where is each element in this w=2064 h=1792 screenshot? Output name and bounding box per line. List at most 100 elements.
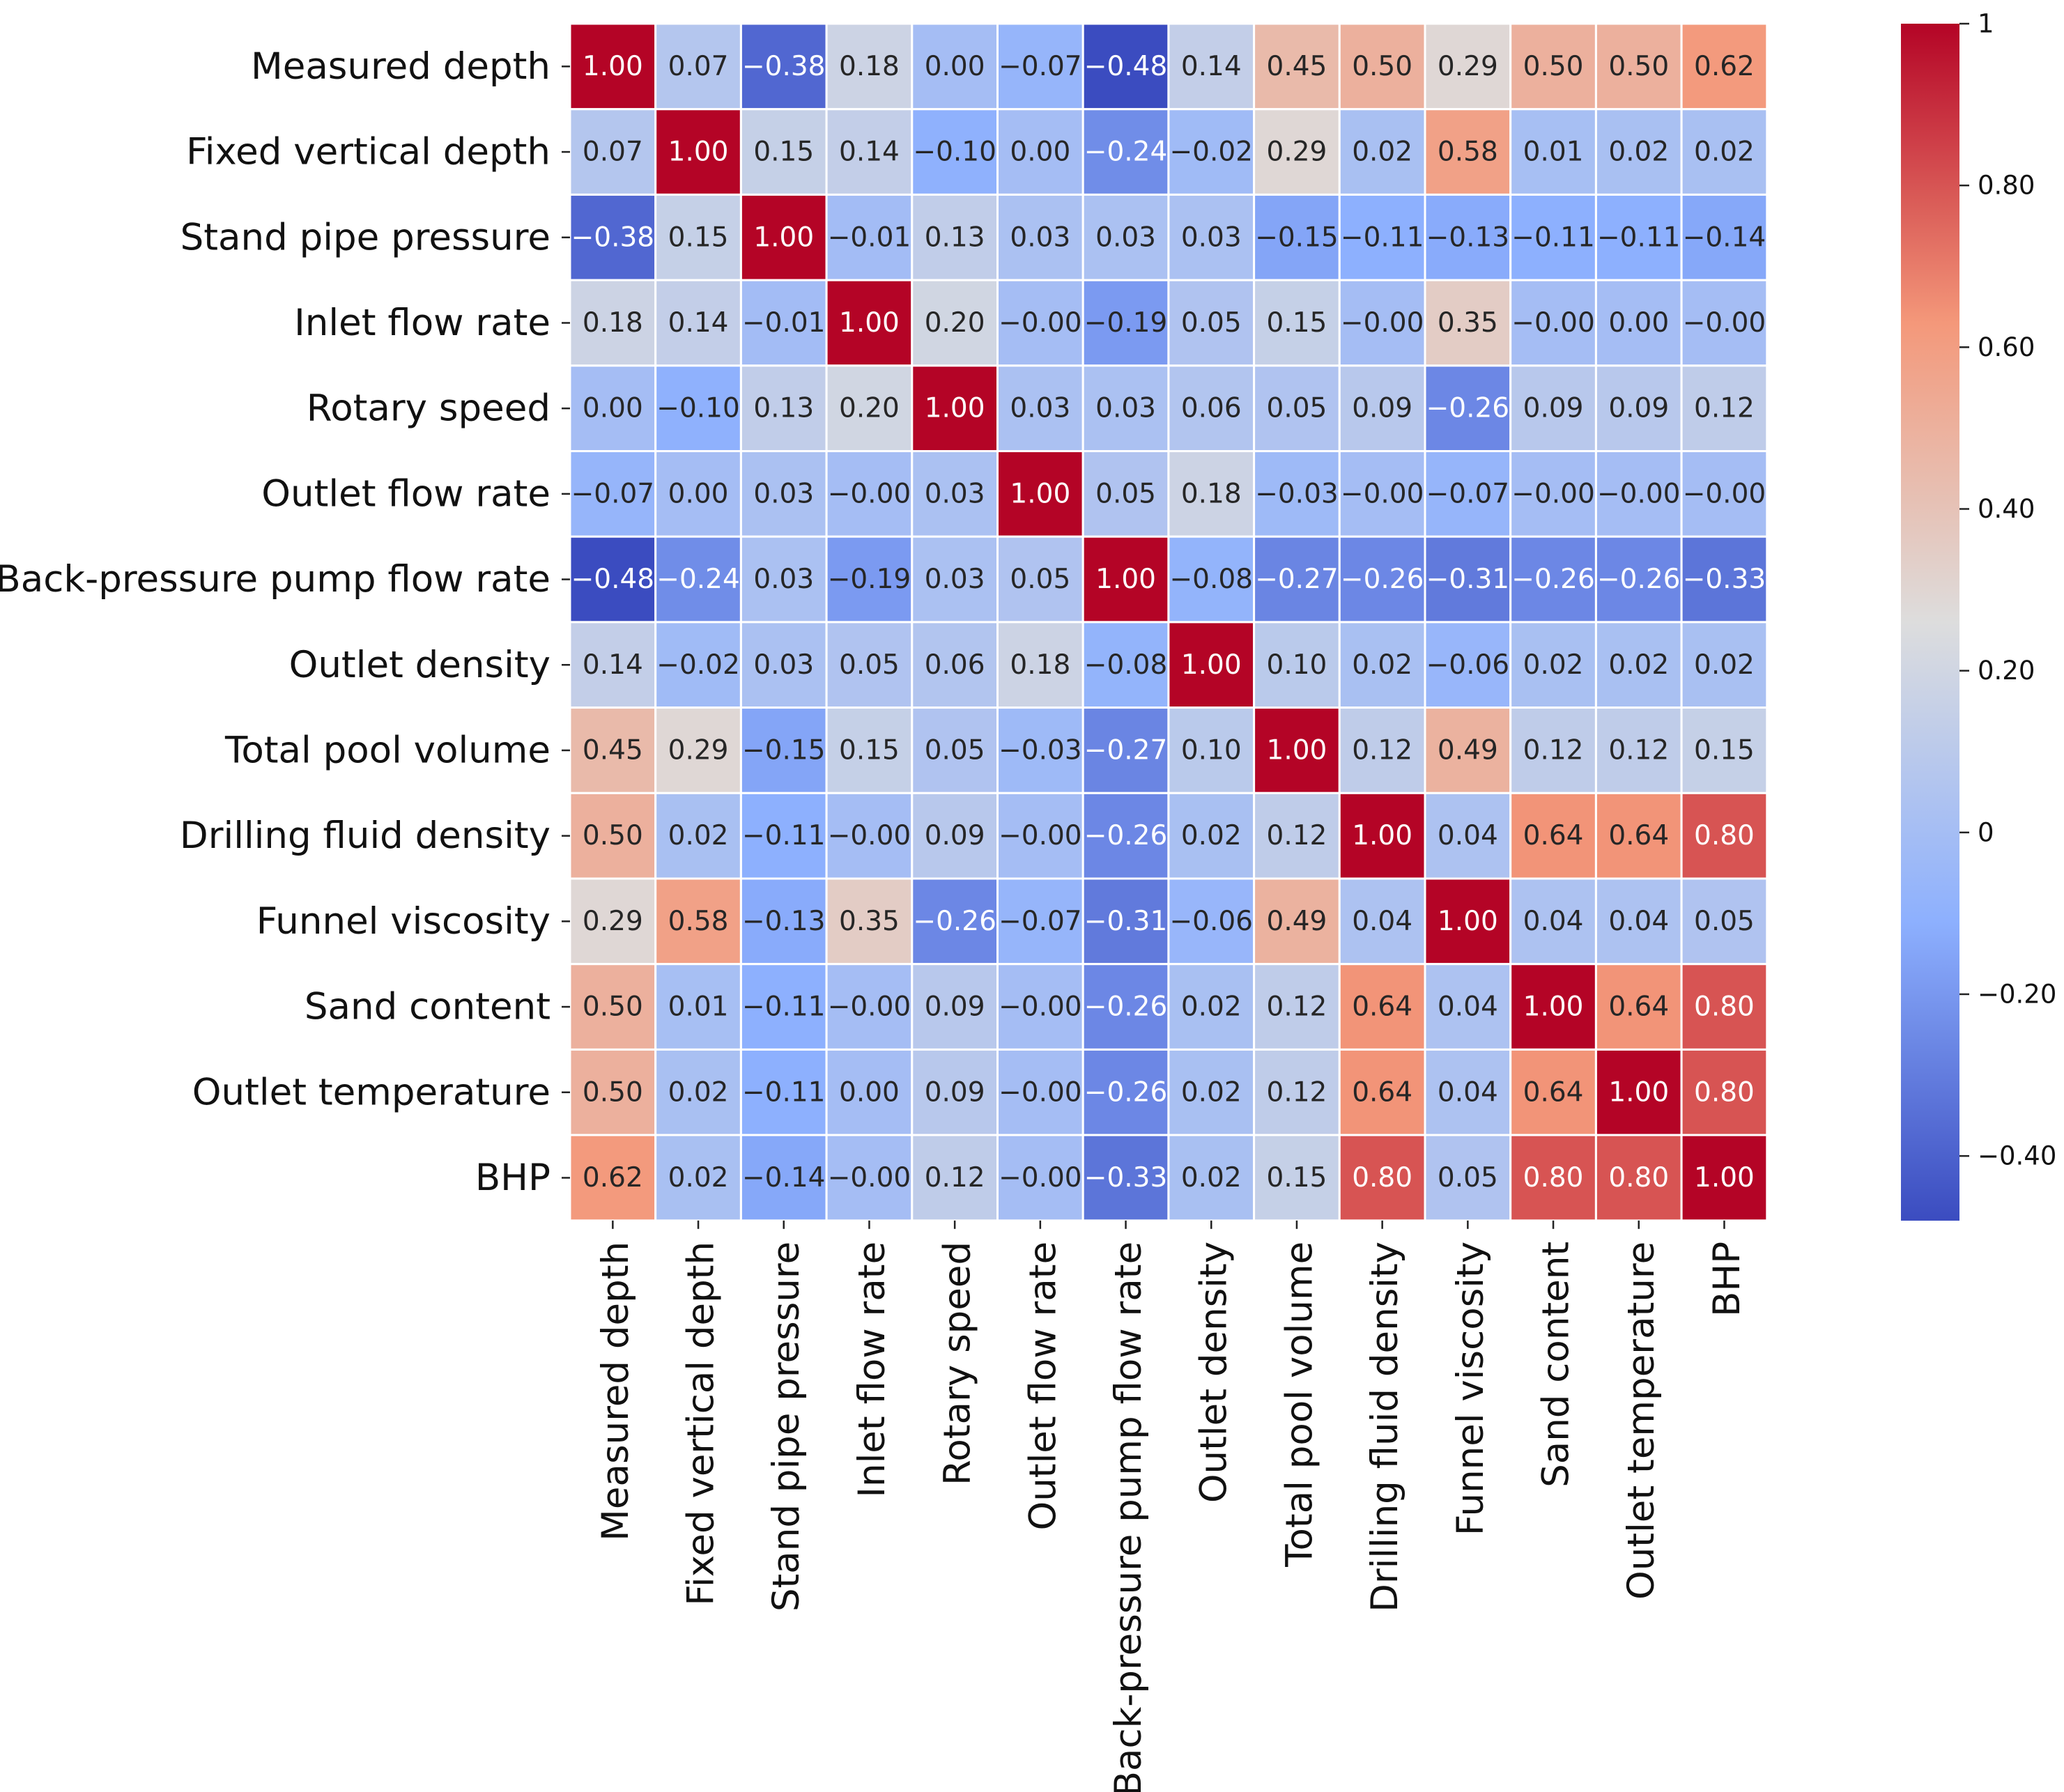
- heatmap-cell: [1253, 706, 1341, 794]
- heatmap-cell: [1680, 22, 1769, 111]
- heatmap-cell-value: 0.49: [1267, 906, 1327, 937]
- heatmap-cell: [569, 1134, 657, 1222]
- row-label: Outlet flow rate: [261, 472, 550, 515]
- row-label: Rotary speed: [307, 387, 550, 430]
- heatmap-cell-value: 0.58: [668, 906, 729, 937]
- heatmap-cell: [825, 108, 914, 196]
- heatmap-cell-value: 0.10: [1267, 649, 1327, 681]
- heatmap-cell-value: −0.48: [571, 564, 655, 595]
- heatmap-cell-value: 1.00: [1095, 564, 1156, 595]
- heatmap-cell-value: 0.05: [925, 734, 985, 766]
- heatmap-cell: [1594, 279, 1683, 367]
- heatmap-cell: [1253, 22, 1341, 111]
- heatmap-cell-value: −0.15: [742, 734, 826, 766]
- colorbar-tick-label: 0.60: [1978, 332, 2035, 362]
- heatmap-cell-value: −0.00: [999, 820, 1082, 851]
- heatmap-cell: [739, 621, 828, 709]
- heatmap-cell-value: −0.00: [1683, 307, 1766, 339]
- heatmap-cell-value: −0.38: [742, 51, 826, 82]
- heatmap-cell-value: 0.45: [583, 734, 643, 766]
- heatmap-cell: [996, 791, 1084, 880]
- heatmap-cell: [1167, 1134, 1256, 1222]
- heatmap-cell-value: 0.14: [1181, 51, 1242, 82]
- heatmap-cell-value: 0.64: [1352, 1076, 1412, 1108]
- heatmap-cell: [1167, 279, 1256, 367]
- heatmap-cell-value: 0.18: [1010, 649, 1070, 681]
- heatmap-cell-value: 0.29: [583, 906, 643, 937]
- heatmap-cell-value: 0.00: [925, 51, 985, 82]
- heatmap-cell: [654, 1134, 742, 1222]
- heatmap-cell: [1081, 1134, 1170, 1222]
- heatmap-cell-value: 0.64: [1608, 820, 1669, 851]
- heatmap-cell-value: 0.09: [925, 991, 985, 1023]
- heatmap-cell-value: 1.00: [1181, 649, 1242, 681]
- heatmap-cell: [654, 450, 742, 538]
- heatmap-cell-value: −0.48: [1084, 51, 1168, 82]
- heatmap-cell-value: 0.01: [1523, 137, 1584, 168]
- heatmap-cell: [739, 108, 828, 196]
- heatmap-cell-value: 0.20: [839, 393, 900, 424]
- heatmap-cell: [825, 279, 914, 367]
- heatmap-cell-value: 0.14: [839, 137, 900, 168]
- heatmap-cell-value: −0.11: [742, 991, 826, 1023]
- heatmap-cell-value: −0.38: [571, 222, 655, 253]
- heatmap-cell-value: 0.02: [1181, 1076, 1242, 1108]
- heatmap-cell-value: 0.62: [583, 1162, 643, 1194]
- heatmap-cell: [654, 706, 742, 794]
- heatmap-cell: [654, 621, 742, 709]
- heatmap-cell-value: 0.03: [925, 564, 985, 595]
- heatmap-cell-value: 0.02: [1352, 137, 1412, 168]
- heatmap-cell-value: 1.00: [1694, 1162, 1755, 1194]
- heatmap-cell: [1424, 193, 1512, 281]
- heatmap-cell-value: 0.80: [1608, 1162, 1669, 1194]
- heatmap-cell-value: −0.00: [828, 991, 911, 1023]
- heatmap-cell-value: 0.80: [1523, 1162, 1584, 1194]
- row-label: Fixed vertical depth: [186, 131, 550, 173]
- heatmap-cell: [1594, 963, 1683, 1051]
- heatmap-cell-value: 0.62: [1694, 51, 1755, 82]
- heatmap-cell-value: 0.00: [583, 393, 643, 424]
- heatmap-cell: [1253, 364, 1341, 452]
- heatmap-cell-value: 0.03: [753, 564, 814, 595]
- heatmap-cell-value: 0.80: [1694, 820, 1755, 851]
- heatmap-cell: [1680, 279, 1769, 367]
- heatmap-cell-value: 0.00: [839, 1076, 900, 1108]
- colorbar-tick-label: 0.20: [1978, 656, 2035, 686]
- heatmap-cell-value: 0.00: [1608, 307, 1669, 339]
- colorbar-tick-label: −0.40: [1978, 1141, 2056, 1171]
- heatmap-cell-value: 0.06: [1181, 393, 1242, 424]
- heatmap-cell-value: 0.64: [1523, 820, 1584, 851]
- heatmap-cell: [654, 535, 742, 624]
- heatmap-cell: [654, 108, 742, 196]
- heatmap-cell-value: 0.12: [1523, 734, 1584, 766]
- heatmap-cell-value: −0.26: [1084, 820, 1168, 851]
- heatmap-cell-value: −0.00: [1341, 307, 1424, 339]
- heatmap-cell-value: −0.14: [742, 1162, 826, 1194]
- column-label: Fixed vertical depth: [680, 1242, 723, 1606]
- heatmap-cell-value: 0.35: [1438, 307, 1498, 339]
- heatmap-cell-value: −0.19: [828, 564, 911, 595]
- column-label: Outlet flow rate: [1022, 1242, 1064, 1531]
- heatmap-cell: [1081, 108, 1170, 196]
- heatmap-cell-value: −0.24: [1084, 137, 1168, 168]
- heatmap-cell-value: 0.05: [1095, 478, 1156, 509]
- heatmap-cell-value: −0.00: [1597, 478, 1681, 509]
- y-axis-tick-labels: Measured depth Fixed vertical depth Stand …: [0, 45, 570, 1199]
- heatmap-cell: [1680, 108, 1769, 196]
- heatmap-cell-value: −0.31: [1084, 906, 1168, 937]
- heatmap-cell: [1338, 1134, 1426, 1222]
- column-label: Outlet temperature: [1620, 1242, 1663, 1600]
- heatmap-cell: [739, 535, 828, 624]
- heatmap-cell: [1167, 1048, 1256, 1136]
- colorbar-tick-label: −0.20: [1978, 979, 2056, 1009]
- heatmap-cell: [911, 621, 999, 709]
- column-label: Total pool volume: [1278, 1242, 1320, 1568]
- heatmap-cell-value: −0.00: [1683, 478, 1766, 509]
- heatmap-cell-value: 0.18: [839, 51, 900, 82]
- heatmap-cell: [996, 963, 1084, 1051]
- heatmap-cell: [1338, 450, 1426, 538]
- heatmap-cell-value: −0.01: [742, 307, 826, 339]
- heatmap-cell-value: 0.05: [1694, 906, 1755, 937]
- heatmap-cell-value: 0.09: [925, 1076, 985, 1108]
- heatmap-cell-value: 0.09: [1608, 393, 1669, 424]
